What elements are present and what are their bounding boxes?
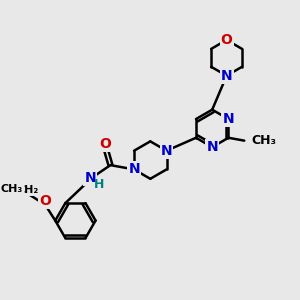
Text: O: O: [39, 194, 51, 208]
Text: N: N: [161, 144, 172, 158]
Text: CH₃: CH₃: [1, 184, 23, 194]
Text: N: N: [128, 162, 140, 176]
Text: CH₂: CH₂: [17, 185, 39, 195]
Text: CH₃: CH₃: [251, 134, 277, 147]
Text: N: N: [85, 171, 96, 185]
Text: N: N: [206, 140, 218, 154]
Text: O: O: [99, 137, 111, 151]
Text: N: N: [221, 69, 232, 83]
Text: H: H: [94, 178, 104, 191]
Text: N: N: [223, 112, 234, 126]
Text: O: O: [221, 33, 232, 47]
